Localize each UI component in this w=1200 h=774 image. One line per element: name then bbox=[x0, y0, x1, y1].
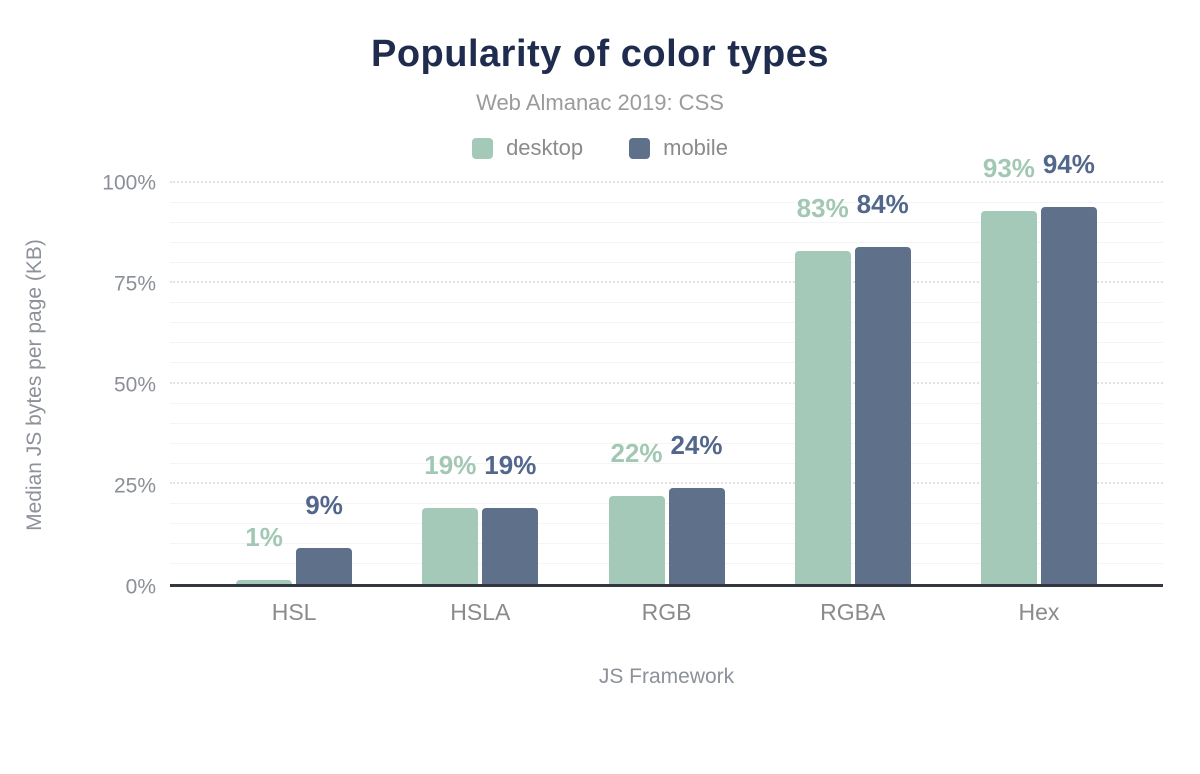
chart-title: Popularity of color types bbox=[370, 33, 830, 75]
bar-desktop-rgba[interactable]: 83% bbox=[794, 195, 851, 584]
gridline-minor bbox=[170, 402, 1163, 404]
gridline-minor bbox=[170, 322, 1163, 324]
chart-subtitle: Web Almanac 2019: CSS bbox=[476, 90, 724, 115]
gridline-major bbox=[170, 381, 1163, 384]
y-axis-title: Median JS bytes per page (KB) bbox=[23, 239, 46, 531]
x-tick-label-hsla: HSLA bbox=[450, 599, 511, 625]
plot-area: 1% 9% 19% 19% 22% 24% 83% 84% 93% 94% bbox=[170, 151, 1163, 587]
gridline-minor bbox=[170, 222, 1163, 224]
bar-mobile-hex[interactable]: 94% bbox=[1040, 151, 1097, 584]
bar-bands: 1% 9% 19% 19% 22% 24% 83% 84% 93% 94% bbox=[170, 151, 1163, 584]
legend-swatch-desktop-icon bbox=[472, 137, 494, 159]
x-axis-title-cell: JS Framework bbox=[170, 633, 1163, 695]
bar-group-rgb: 22% 24% bbox=[573, 183, 759, 584]
bar-desktop-rgb[interactable]: 22% bbox=[608, 440, 665, 584]
y-tick-label: 0% bbox=[125, 575, 156, 599]
gridline-minor bbox=[170, 462, 1163, 464]
gridline-major bbox=[170, 281, 1163, 284]
bar-mobile-rgba[interactable]: 84% bbox=[854, 191, 911, 584]
bar-group-hex: 93% 94% bbox=[946, 151, 1132, 584]
bar-mobile-rgb[interactable]: 24% bbox=[668, 432, 725, 584]
y-axis-ticks: 0% 25% 50% 75% 100% bbox=[70, 173, 170, 598]
bar-mobile-hsla[interactable]: 19% bbox=[482, 452, 539, 584]
bar-mobile-hsl[interactable]: 9% bbox=[296, 492, 353, 584]
bar-value-label-mobile-hex: 94% bbox=[1042, 149, 1095, 180]
gridline-major bbox=[170, 181, 1163, 183]
gridline-minor bbox=[170, 342, 1163, 344]
bar-value-label-mobile-rgb: 24% bbox=[670, 429, 723, 460]
gridline-minor bbox=[170, 362, 1163, 364]
gridline-minor bbox=[170, 442, 1163, 444]
gridline-major bbox=[170, 481, 1163, 484]
x-axis-title: JS Framework bbox=[598, 665, 735, 688]
bar-value-label-mobile-hsl: 9% bbox=[305, 489, 343, 520]
bar-value-label-mobile-hsla: 19% bbox=[484, 449, 537, 480]
bar-group-rgba: 83% 84% bbox=[760, 183, 946, 584]
gridline-minor bbox=[170, 242, 1163, 244]
gridline-minor bbox=[170, 422, 1163, 424]
gridline-minor bbox=[170, 522, 1163, 524]
bar-value-label-mobile-rgba: 84% bbox=[856, 189, 909, 220]
bar-desktop-hsl[interactable]: 1% bbox=[236, 524, 293, 584]
gridline-minor bbox=[170, 562, 1163, 564]
bar-group-hsl: 1% 9% bbox=[201, 183, 387, 584]
chart-area: Median JS bytes per page (KB) 0% 25% 50% 75… bbox=[0, 151, 1200, 695]
legend-item-mobile[interactable]: mobile bbox=[629, 135, 728, 161]
bar-value-label-desktop-hsl: 1% bbox=[245, 522, 283, 552]
x-tick-label-hsl: HSL bbox=[271, 599, 317, 625]
bar-value-label-desktop-rgba: 83% bbox=[796, 193, 849, 224]
bar-group-hsla: 19% 19% bbox=[387, 183, 573, 584]
bar-value-label-desktop-hex: 93% bbox=[982, 153, 1035, 184]
gridline-minor bbox=[170, 202, 1163, 204]
y-tick-label: 25% bbox=[113, 474, 156, 498]
x-tick-label-rgba: RGBA bbox=[820, 599, 886, 625]
legend-label-mobile: mobile bbox=[663, 135, 728, 160]
legend: desktop mobile bbox=[0, 135, 1200, 161]
gridline-minor bbox=[170, 502, 1163, 504]
x-tick-label-hex: Hex bbox=[1018, 599, 1060, 625]
bar-desktop-hsla[interactable]: 19% bbox=[422, 452, 479, 584]
y-tick-label: 75% bbox=[113, 272, 156, 296]
gridline-minor bbox=[170, 262, 1163, 264]
x-tick-label-rgb: RGB bbox=[641, 599, 692, 625]
gridline-minor bbox=[170, 542, 1163, 544]
gridline-minor bbox=[170, 302, 1163, 304]
y-tick-label: 100% bbox=[102, 171, 156, 195]
bar-value-label-desktop-rgb: 22% bbox=[610, 437, 663, 468]
y-axis-title-cell: Median JS bytes per page (KB) bbox=[0, 183, 70, 587]
bar-desktop-hex[interactable]: 93% bbox=[980, 155, 1037, 584]
y-tick-label: 50% bbox=[113, 373, 156, 397]
x-axis-ticks: HSL HSLA RGB RGBA Hex bbox=[170, 587, 1163, 633]
legend-label-desktop: desktop bbox=[506, 135, 584, 160]
chart-figure: Popularity of color types Web Almanac 20… bbox=[0, 32, 1200, 774]
bar-value-label-desktop-hsla: 19% bbox=[424, 449, 477, 480]
legend-item-desktop[interactable]: desktop bbox=[472, 135, 583, 161]
legend-swatch-mobile-icon bbox=[629, 137, 651, 159]
